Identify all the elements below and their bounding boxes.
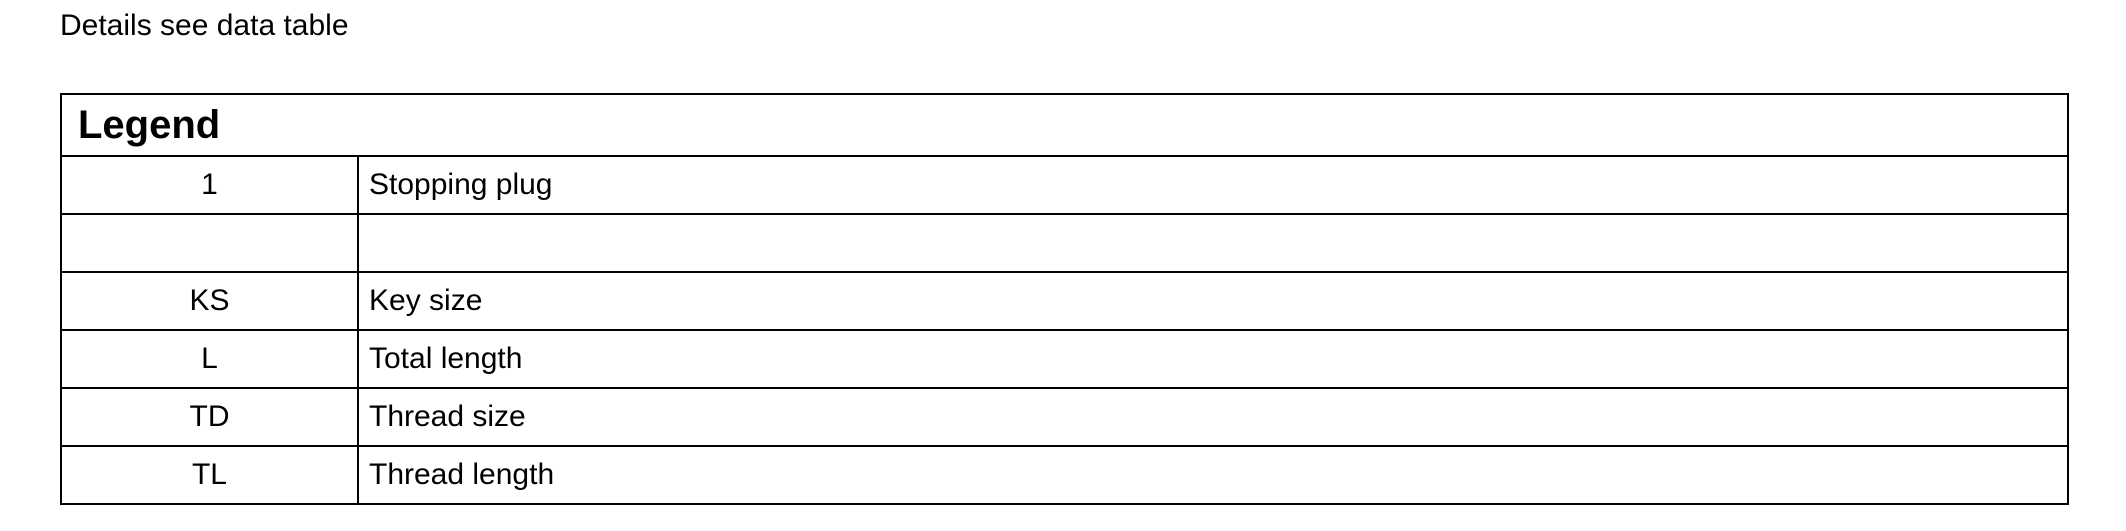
legend-title: Legend: [60, 93, 2069, 157]
legend-symbol: [60, 213, 359, 273]
legend-symbol: KS: [60, 271, 359, 331]
legend-description: Key size: [357, 271, 2069, 331]
legend-table: Legend 1 Stopping plug KS Key size L Tot…: [60, 93, 2069, 505]
table-row: 1 Stopping plug: [60, 155, 2069, 215]
legend-symbol: 1: [60, 155, 359, 215]
legend-description: Total length: [357, 329, 2069, 389]
legend-symbol: TD: [60, 387, 359, 447]
legend-description: Thread size: [357, 387, 2069, 447]
legend-description: Thread length: [357, 445, 2069, 505]
legend-description: [357, 213, 2069, 273]
intro-text: Details see data table: [60, 9, 349, 42]
table-row: [60, 213, 2069, 273]
table-row: KS Key size: [60, 271, 2069, 331]
table-row: TD Thread size: [60, 387, 2069, 447]
legend-header-row: Legend: [60, 93, 2069, 157]
legend-description: Stopping plug: [357, 155, 2069, 215]
table-row: TL Thread length: [60, 445, 2069, 505]
legend-symbol: TL: [60, 445, 359, 505]
table-row: L Total length: [60, 329, 2069, 389]
legend-symbol: L: [60, 329, 359, 389]
